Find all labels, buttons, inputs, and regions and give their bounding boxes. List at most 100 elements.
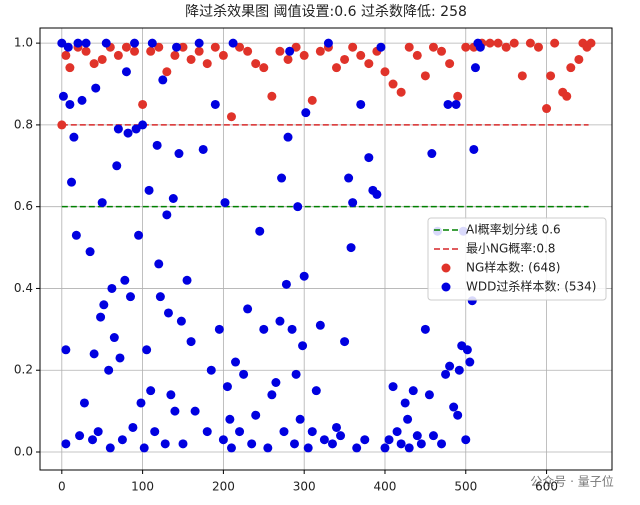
point xyxy=(574,54,584,64)
point xyxy=(190,406,200,416)
point xyxy=(259,324,269,334)
point xyxy=(58,91,68,101)
point xyxy=(97,198,107,208)
point xyxy=(186,337,196,347)
point xyxy=(65,99,75,109)
point xyxy=(121,42,131,52)
point xyxy=(93,427,103,437)
point xyxy=(226,112,236,122)
point xyxy=(154,42,164,52)
point xyxy=(283,132,293,142)
point xyxy=(247,439,257,449)
point xyxy=(239,369,249,379)
point xyxy=(172,42,182,52)
legend-label: NG样本数: (648) xyxy=(466,260,560,275)
point xyxy=(461,435,471,445)
point xyxy=(170,50,180,60)
point xyxy=(210,99,220,109)
point xyxy=(263,443,273,453)
point xyxy=(517,71,527,81)
point xyxy=(99,300,109,310)
point xyxy=(332,63,342,73)
point xyxy=(299,271,309,281)
point xyxy=(441,369,451,379)
point xyxy=(121,67,131,77)
point xyxy=(372,189,382,199)
point xyxy=(125,292,135,302)
point xyxy=(130,38,140,48)
legend-label: WDD过杀样本数: (534) xyxy=(466,279,596,294)
watermark: 公众号 · 量子位 xyxy=(530,474,613,489)
point xyxy=(57,38,67,48)
point xyxy=(445,59,455,69)
point xyxy=(134,230,144,240)
point xyxy=(437,46,447,56)
point xyxy=(255,226,265,236)
point xyxy=(63,42,73,52)
point xyxy=(420,71,430,81)
point xyxy=(525,38,535,48)
point xyxy=(113,124,123,134)
point xyxy=(168,194,178,204)
point xyxy=(89,349,99,359)
point xyxy=(315,320,325,330)
point xyxy=(360,435,370,445)
y-tick-label: 0.0 xyxy=(14,445,33,459)
point xyxy=(451,99,461,109)
point xyxy=(259,63,269,73)
point xyxy=(340,337,350,347)
point xyxy=(327,439,337,449)
point xyxy=(437,439,447,449)
point xyxy=(412,431,422,441)
point xyxy=(162,210,172,220)
point xyxy=(428,431,438,441)
x-tick-label: 300 xyxy=(293,480,316,494)
point xyxy=(112,161,122,171)
point xyxy=(222,382,232,392)
legend-label: 最小NG概率:0.8 xyxy=(466,241,555,256)
point xyxy=(332,422,342,432)
point xyxy=(178,42,188,52)
point xyxy=(311,386,321,396)
point xyxy=(267,91,277,101)
point xyxy=(85,247,95,257)
point xyxy=(275,46,285,56)
point xyxy=(67,177,77,187)
point xyxy=(298,341,308,351)
legend-swatch xyxy=(441,263,451,273)
point xyxy=(123,128,133,138)
point xyxy=(352,443,362,453)
point xyxy=(470,63,480,73)
point xyxy=(160,439,170,449)
point xyxy=(138,120,148,130)
point xyxy=(307,95,317,105)
point xyxy=(291,42,301,52)
point xyxy=(299,50,309,60)
point xyxy=(146,386,156,396)
point xyxy=(293,202,303,212)
point xyxy=(275,316,285,326)
point xyxy=(130,46,140,56)
point xyxy=(475,42,485,52)
point xyxy=(291,369,301,379)
point xyxy=(163,308,173,318)
point xyxy=(146,46,156,56)
y-tick-label: 0.2 xyxy=(14,363,33,377)
point xyxy=(348,198,358,208)
legend-swatch xyxy=(441,282,451,292)
point xyxy=(144,185,154,195)
point xyxy=(427,149,437,159)
point xyxy=(469,144,479,154)
point xyxy=(166,390,176,400)
point xyxy=(319,435,329,445)
point xyxy=(231,357,241,367)
point xyxy=(546,71,556,81)
x-tick-label: 500 xyxy=(454,480,477,494)
point xyxy=(550,38,560,48)
point xyxy=(277,173,287,183)
point xyxy=(109,333,119,343)
legend-label: AI概率划分线 0.6 xyxy=(466,222,561,237)
point xyxy=(105,443,115,453)
point xyxy=(586,38,596,48)
point xyxy=(73,38,83,48)
